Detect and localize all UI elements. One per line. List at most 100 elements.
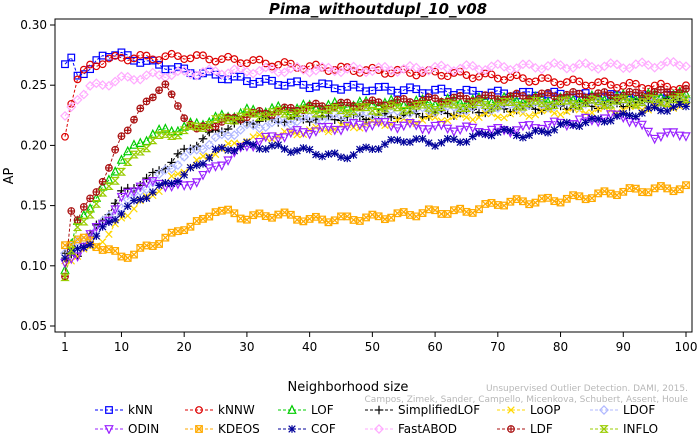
data-point-kdeos xyxy=(519,197,527,206)
data-point-loop xyxy=(105,230,113,238)
data-point-knn xyxy=(393,88,402,97)
data-point-fastabod xyxy=(292,61,303,72)
series-layer xyxy=(60,48,691,282)
data-point-inflo xyxy=(179,126,189,135)
data-point-cof xyxy=(211,145,220,154)
data-point-kdeos xyxy=(625,184,634,192)
data-point-ldf xyxy=(675,88,684,97)
data-point-loop xyxy=(255,131,264,139)
data-point-ldf xyxy=(456,91,465,100)
x-axis-label: Neighborhood size xyxy=(288,380,409,395)
data-point-inflo xyxy=(430,105,440,114)
legend-label: INFLO xyxy=(623,422,658,434)
data-point-kdeos xyxy=(79,233,88,242)
data-point-loop xyxy=(450,112,458,121)
data-point-kdeos xyxy=(619,187,628,196)
data-point-fastabod xyxy=(499,61,510,72)
data-point-ldof xyxy=(229,130,240,141)
data-point-fastabod xyxy=(612,59,622,70)
data-point-odin xyxy=(543,121,553,131)
data-point-inflo xyxy=(467,100,478,109)
data-point-fastabod xyxy=(599,61,610,72)
legend-item-simplifiedlof: SimplifiedLOF xyxy=(365,403,480,417)
data-point-cof xyxy=(73,244,82,253)
data-point-odin xyxy=(367,121,378,132)
data-point-ldof xyxy=(336,111,346,122)
data-point-knnw xyxy=(186,54,195,63)
data-point-ldof xyxy=(448,101,459,112)
data-point-cof xyxy=(556,120,565,128)
legend-marker xyxy=(599,405,609,415)
data-point-odin xyxy=(398,121,409,132)
data-point-inflo xyxy=(273,106,284,115)
data-point-cof xyxy=(224,146,232,154)
y-tick-label: 0.15 xyxy=(20,199,47,213)
data-point-ldof xyxy=(474,99,484,110)
data-point-cof xyxy=(136,195,145,204)
data-point-fastabod xyxy=(442,63,453,74)
data-point-cof xyxy=(669,103,678,111)
data-point-odin xyxy=(461,122,472,133)
data-point-knn xyxy=(236,72,245,81)
data-point-knnw xyxy=(199,51,207,60)
data-point-fastabod xyxy=(179,66,190,76)
data-point-lof xyxy=(91,192,102,202)
data-point-kdeos xyxy=(682,181,690,190)
legend-label: kNN xyxy=(128,403,153,417)
data-point-cof xyxy=(343,154,352,163)
data-point-ldof xyxy=(442,101,453,111)
data-point-odin xyxy=(386,122,396,132)
data-point-knn xyxy=(255,77,264,86)
data-point-knnw xyxy=(650,81,659,90)
data-point-ldf xyxy=(537,89,546,98)
data-point-cof xyxy=(619,109,628,118)
data-point-kdeos xyxy=(600,187,609,196)
data-point-inflo xyxy=(85,210,95,219)
data-point-loop xyxy=(199,152,207,160)
x-tick-label: 50 xyxy=(365,340,380,354)
data-point-cof xyxy=(249,140,257,149)
data-point-fastabod xyxy=(91,78,102,89)
data-point-ldf xyxy=(180,114,189,123)
data-point-odin xyxy=(474,127,484,138)
data-point-lof xyxy=(129,139,139,149)
data-point-odin xyxy=(405,119,415,129)
data-point-ldf xyxy=(512,89,521,98)
data-point-odin xyxy=(191,178,202,188)
data-point-ldf xyxy=(286,103,295,112)
data-point-fastabod xyxy=(204,64,215,75)
data-point-inflo xyxy=(110,176,120,185)
data-point-cof xyxy=(450,135,458,144)
legend-item-fastabod: FastABOD xyxy=(365,422,457,434)
data-point-knnw xyxy=(418,69,427,77)
data-point-fastabod xyxy=(66,102,77,112)
data-point-odin xyxy=(643,127,654,138)
data-point-inflo xyxy=(637,98,647,107)
data-point-kdeos xyxy=(437,210,446,218)
data-point-loop xyxy=(262,133,270,142)
data-point-odin xyxy=(304,130,315,140)
data-point-inflo xyxy=(91,199,102,208)
data-point-inflo xyxy=(160,130,171,138)
data-point-inflo xyxy=(373,108,384,116)
data-point-odin xyxy=(656,132,666,143)
data-point-kdeos xyxy=(443,210,452,218)
legend-label: kNNW xyxy=(218,403,255,417)
data-point-inflo xyxy=(518,102,528,111)
data-point-kdeos xyxy=(487,198,496,207)
data-point-inflo xyxy=(323,106,334,114)
data-point-kdeos xyxy=(130,250,138,259)
data-point-ldof xyxy=(329,109,340,119)
data-point-knnw xyxy=(412,71,421,80)
data-point-lof xyxy=(160,123,171,133)
data-point-inflo xyxy=(329,103,340,112)
data-point-fastabod xyxy=(310,65,321,76)
data-point-fastabod xyxy=(367,66,378,77)
data-point-inflo xyxy=(449,100,459,109)
data-point-fastabod xyxy=(191,70,202,81)
data-point-kdeos xyxy=(230,209,239,218)
data-point-inflo xyxy=(304,105,315,114)
data-point-inflo xyxy=(499,97,509,106)
data-point-kdeos xyxy=(174,227,182,236)
data-point-ldof xyxy=(210,132,221,143)
